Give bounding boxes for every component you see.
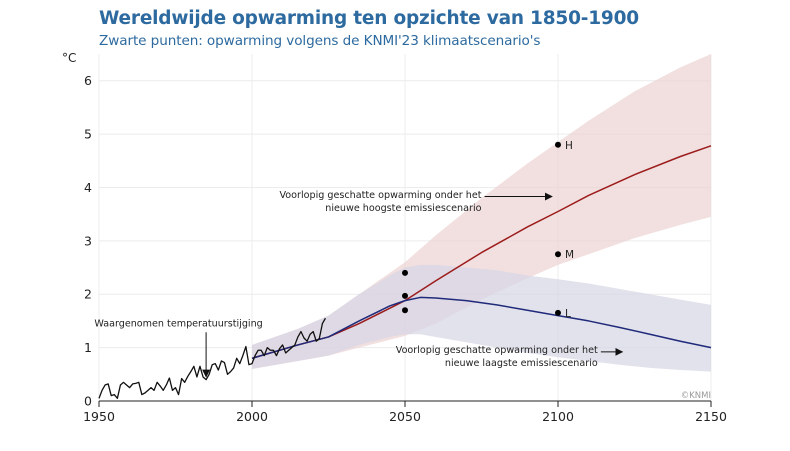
scenario-point <box>402 307 408 314</box>
annotation-text: nieuwe hoogste emissiescenario <box>325 203 481 214</box>
scenario-point <box>402 269 408 276</box>
annotation-text: nieuwe laagste emissiescenario <box>445 358 598 369</box>
annotation-text: Voorlopig geschatte opwarming onder het <box>396 345 598 356</box>
low-scenario-line <box>251 296 712 360</box>
scenario-point-label: H <box>565 140 573 152</box>
series-lines <box>98 145 712 399</box>
annotations: Waargenomen temperatuurstijging Voorlopig… <box>94 190 624 378</box>
x-tick-label: 2000 <box>236 409 268 424</box>
x-tick-label: 2100 <box>542 409 574 424</box>
scenario-point <box>402 292 408 299</box>
axes: 1950 2000 2050 2100 2150 0 1 2 3 4 5 6 °C <box>62 51 727 424</box>
x-tick-label: 2050 <box>389 409 421 424</box>
y-tick-label: 6 <box>84 73 92 88</box>
x-tick-label: 2150 <box>695 409 727 424</box>
low-scenario-band <box>252 264 711 372</box>
scenario-point <box>555 141 561 148</box>
scenario-point <box>555 309 561 316</box>
observed-temperature-line <box>98 317 327 399</box>
uncertainty-bands <box>252 54 711 372</box>
scenario-point <box>555 251 561 258</box>
y-tick-label: 2 <box>84 287 92 302</box>
chart-subtitle: Zwarte punten: opwarming volgens de KNMI… <box>99 33 541 49</box>
y-tick-label: 3 <box>84 233 92 248</box>
chart-title: Wereldwijde opwarming ten opzichte van 1… <box>99 8 639 29</box>
scenario-point-label: M <box>565 249 574 261</box>
y-tick-label: 4 <box>84 180 92 195</box>
y-tick-label: 5 <box>84 127 92 142</box>
annotation-text: Waargenomen temperatuurstijging <box>94 318 262 329</box>
scenario-points: H M L <box>402 140 574 320</box>
scenario-point-label: L <box>565 308 571 320</box>
y-tick-label: 1 <box>84 340 92 355</box>
y-axis-label: °C <box>62 51 76 65</box>
x-tick-label: 1950 <box>83 409 115 424</box>
annotation-text: Voorlopig geschatte opwarming onder het <box>279 190 481 201</box>
credit-label: ©KNMI <box>681 391 711 401</box>
y-tick-label: 0 <box>84 394 92 409</box>
